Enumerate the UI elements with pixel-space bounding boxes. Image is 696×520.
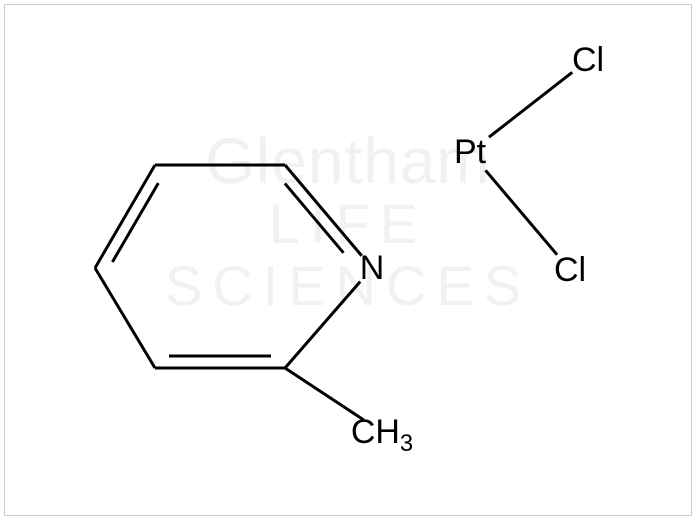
bond-layer bbox=[0, 0, 696, 520]
structure-canvas: Glentham LIFE SCIENCES NPtClClCH3 bbox=[0, 0, 696, 520]
